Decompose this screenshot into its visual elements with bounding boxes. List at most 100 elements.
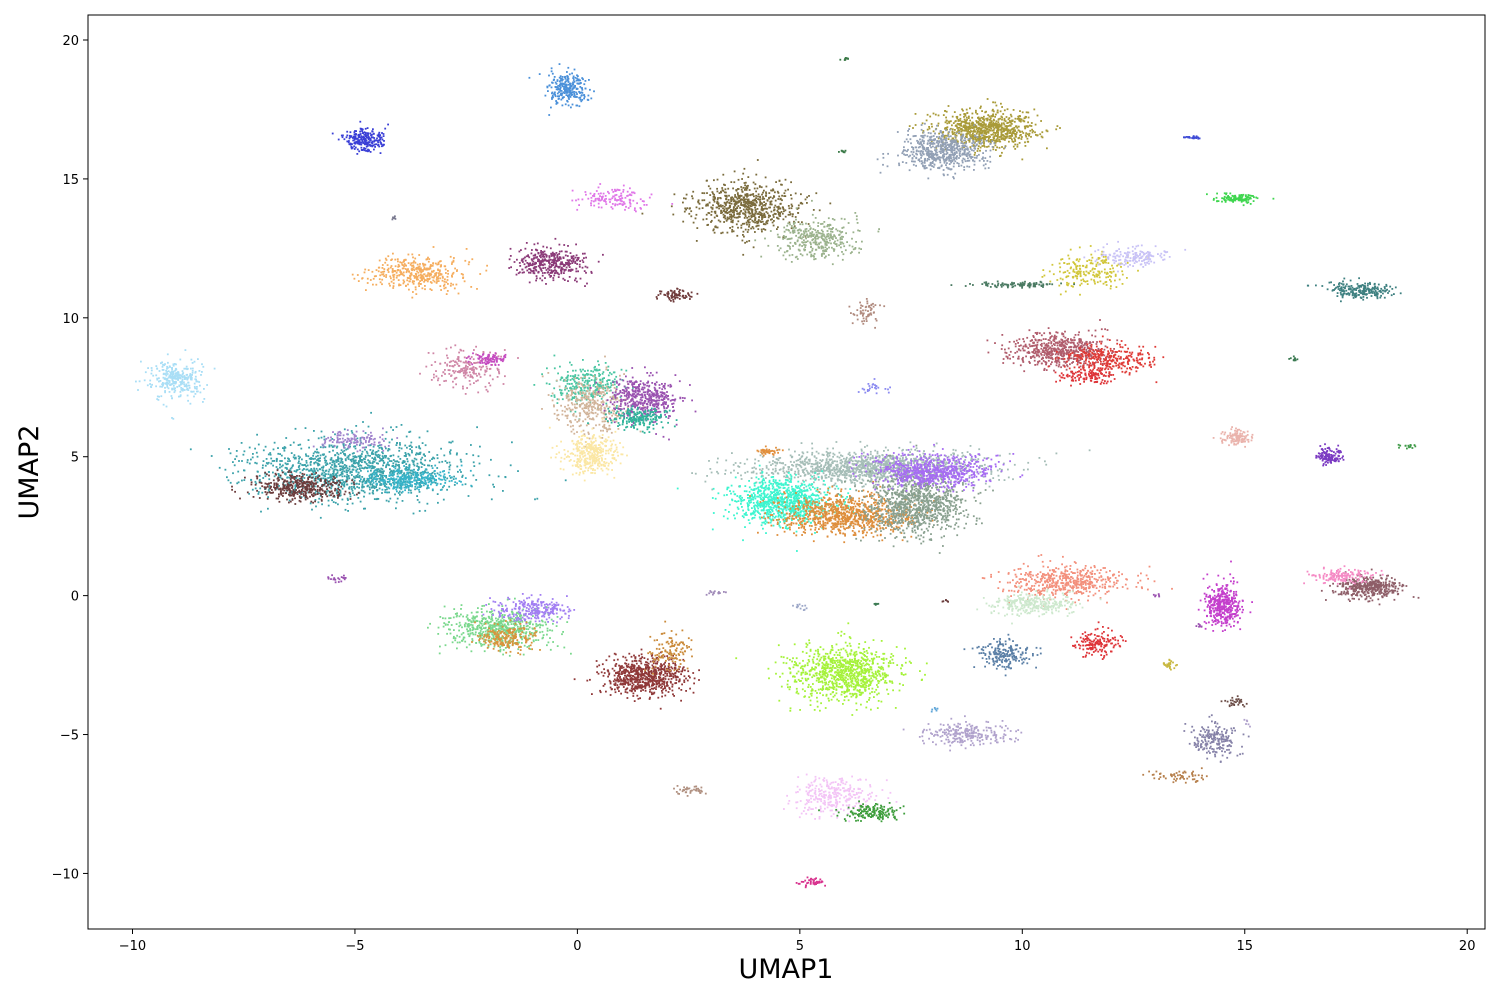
scatter-point bbox=[391, 465, 394, 467]
scatter-point bbox=[598, 375, 601, 377]
scatter-point bbox=[572, 79, 575, 81]
scatter-point bbox=[487, 362, 489, 365]
scatter-point bbox=[407, 452, 410, 455]
scatter-point bbox=[427, 487, 430, 489]
scatter-point bbox=[409, 275, 412, 278]
scatter-point bbox=[374, 146, 376, 148]
scatter-point bbox=[435, 282, 438, 284]
scatter-point bbox=[318, 460, 320, 462]
scatter-point bbox=[457, 364, 460, 367]
scatter-point bbox=[475, 380, 478, 383]
scatter-point bbox=[314, 473, 316, 475]
scatter-point bbox=[541, 408, 543, 410]
scatter-point bbox=[600, 397, 603, 400]
scatter-point bbox=[293, 457, 296, 460]
scatter-point bbox=[596, 369, 599, 372]
scatter-point bbox=[497, 369, 499, 371]
scatter-point bbox=[166, 353, 169, 356]
scatter-point bbox=[611, 380, 614, 382]
scatter-point bbox=[590, 204, 592, 207]
scatter-point bbox=[189, 402, 192, 405]
scatter-point bbox=[572, 255, 575, 257]
scatter-point bbox=[355, 456, 358, 458]
scatter-point bbox=[445, 379, 447, 382]
scatter-point bbox=[561, 92, 564, 95]
scatter-point bbox=[443, 287, 446, 290]
scatter-point bbox=[566, 255, 569, 257]
scatter-point bbox=[605, 385, 608, 388]
scatter-point bbox=[565, 88, 567, 91]
scatter-point bbox=[342, 481, 345, 483]
scatter-point bbox=[561, 413, 564, 416]
scatter-point bbox=[416, 472, 419, 474]
scatter-point bbox=[362, 478, 365, 481]
scatter-point bbox=[325, 491, 328, 494]
scatter-point bbox=[431, 467, 434, 469]
scatter-point bbox=[373, 477, 375, 480]
scatter-point bbox=[403, 263, 406, 265]
scatter-point bbox=[364, 458, 366, 461]
scatter-point bbox=[431, 488, 434, 491]
scatter-point bbox=[595, 377, 598, 380]
scatter-point bbox=[361, 130, 363, 132]
scatter-point bbox=[396, 483, 399, 486]
scatter-point bbox=[553, 76, 556, 78]
scatter-point bbox=[544, 272, 546, 274]
scatter-point bbox=[197, 358, 199, 360]
scatter-point bbox=[538, 255, 541, 257]
scatter-point bbox=[364, 461, 367, 464]
scatter-point bbox=[598, 385, 601, 388]
scatter-point bbox=[406, 476, 409, 478]
scatter-point bbox=[310, 480, 313, 483]
scatter-point bbox=[558, 88, 560, 91]
scatter-point bbox=[569, 375, 572, 377]
scatter-point bbox=[433, 457, 436, 460]
scatter-point bbox=[431, 471, 434, 474]
scatter-point bbox=[545, 382, 548, 385]
scatter-point bbox=[612, 398, 615, 401]
scatter-point bbox=[609, 396, 612, 398]
scatter-point bbox=[447, 270, 449, 272]
scatter-point bbox=[254, 487, 257, 490]
scatter-point bbox=[415, 446, 418, 449]
scatter-point bbox=[402, 261, 405, 263]
scatter-point bbox=[406, 279, 409, 282]
scatter-point bbox=[264, 475, 267, 478]
scatter-point bbox=[345, 464, 348, 467]
scatter-point bbox=[378, 135, 380, 138]
scatter-point bbox=[392, 473, 395, 476]
scatter-point bbox=[316, 490, 319, 493]
scatter-point bbox=[337, 463, 340, 465]
scatter-point bbox=[519, 265, 522, 267]
scatter-point bbox=[399, 261, 402, 264]
scatter-point bbox=[159, 385, 162, 388]
scatter-point bbox=[306, 489, 308, 492]
scatter-point bbox=[622, 184, 625, 187]
scatter-point bbox=[584, 87, 587, 90]
scatter-point bbox=[331, 132, 334, 135]
scatter-point bbox=[535, 266, 538, 268]
scatter-point bbox=[402, 460, 405, 463]
scatter-point bbox=[425, 476, 427, 479]
scatter-point bbox=[573, 432, 576, 435]
scatter-point bbox=[327, 499, 330, 502]
scatter-point bbox=[418, 501, 421, 504]
scatter-point bbox=[155, 385, 157, 388]
scatter-point bbox=[616, 203, 619, 206]
scatter-point bbox=[303, 477, 306, 479]
scatter-point bbox=[314, 492, 317, 494]
scatter-point bbox=[592, 391, 595, 394]
scatter-point bbox=[317, 477, 319, 480]
scatter-point bbox=[552, 254, 555, 257]
scatter-point bbox=[290, 475, 292, 477]
scatter-point bbox=[559, 80, 561, 83]
scatter-point bbox=[321, 485, 323, 488]
scatter-point bbox=[354, 447, 357, 450]
scatter-point bbox=[381, 492, 383, 494]
scatter-point bbox=[602, 400, 604, 403]
scatter-point bbox=[586, 386, 589, 389]
scatter-point bbox=[264, 487, 267, 490]
scatter-point bbox=[541, 375, 544, 378]
scatter-point bbox=[551, 254, 554, 257]
scatter-point bbox=[587, 423, 590, 425]
